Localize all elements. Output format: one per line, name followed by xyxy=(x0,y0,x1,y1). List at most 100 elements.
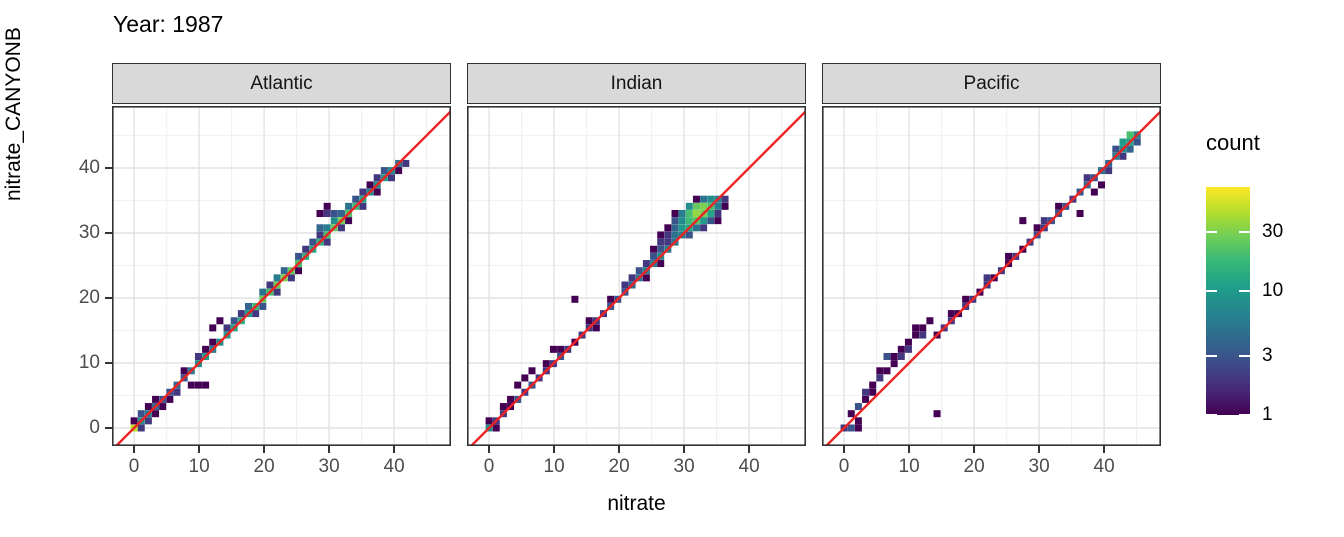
bin xyxy=(345,217,353,225)
bin xyxy=(671,217,679,225)
bin xyxy=(585,317,593,325)
bin xyxy=(323,202,331,210)
bin xyxy=(1098,181,1105,189)
x-tick-mark xyxy=(263,446,266,453)
bin xyxy=(876,374,884,382)
bin xyxy=(194,352,202,360)
x-tick-mark xyxy=(683,446,686,453)
bin xyxy=(847,410,855,418)
bin xyxy=(650,252,658,260)
bin xyxy=(657,245,665,253)
bin xyxy=(635,267,643,275)
bin xyxy=(890,352,898,360)
identity-line xyxy=(114,110,451,446)
bin xyxy=(1040,217,1048,225)
bin xyxy=(1112,145,1120,153)
y-tick-mark xyxy=(105,166,112,169)
bin xyxy=(130,417,138,425)
x-axis-title: nitrate xyxy=(607,492,666,515)
legend-gradient-bar xyxy=(1206,187,1250,415)
bin xyxy=(983,274,991,282)
bin xyxy=(947,310,955,318)
bin xyxy=(230,317,238,325)
bin xyxy=(245,302,252,310)
bin xyxy=(714,217,722,225)
bin xyxy=(678,217,686,225)
bin xyxy=(507,395,515,403)
bin xyxy=(137,410,145,418)
bin xyxy=(492,424,500,432)
x-tick-mark xyxy=(553,446,556,453)
bin xyxy=(890,360,898,368)
bin xyxy=(259,302,267,310)
y-tick-label: 40 xyxy=(78,156,100,178)
bin xyxy=(664,238,672,246)
y-tick-mark xyxy=(105,426,112,429)
facet-strip-pacific: Pacific xyxy=(822,63,1161,104)
bin xyxy=(592,324,600,332)
bin xyxy=(707,209,715,217)
bin xyxy=(152,410,160,418)
bin xyxy=(692,224,700,232)
bin xyxy=(302,245,310,253)
bin xyxy=(223,324,231,332)
bin xyxy=(692,195,700,203)
bin xyxy=(323,238,331,246)
bin xyxy=(323,224,331,232)
x-tick-mark xyxy=(973,446,976,453)
bin xyxy=(152,395,160,403)
bin xyxy=(273,288,281,296)
y-tick-mark xyxy=(105,361,112,364)
bin xyxy=(137,424,145,432)
bin xyxy=(144,403,152,411)
bin xyxy=(897,352,905,360)
bin xyxy=(1083,174,1091,182)
legend-tick-mark xyxy=(1206,231,1217,234)
bin xyxy=(373,188,381,196)
bin xyxy=(388,174,395,182)
facet-panel-pacific xyxy=(822,106,1161,446)
bin xyxy=(926,317,934,325)
legend-tick-mark xyxy=(1239,355,1250,358)
bin xyxy=(159,403,167,411)
bin xyxy=(359,202,367,210)
facet-strip-indian: Indian xyxy=(467,63,806,104)
bin xyxy=(187,381,195,389)
x-tick-mark xyxy=(1103,446,1106,453)
bin xyxy=(685,217,693,225)
bin xyxy=(657,238,665,246)
x-tick-mark xyxy=(393,446,396,453)
bin xyxy=(1119,152,1127,160)
plot-title: Year: 1987 xyxy=(113,11,224,37)
x-tick-mark xyxy=(488,446,491,453)
bin xyxy=(202,381,210,389)
bin xyxy=(1055,202,1063,210)
bin xyxy=(862,395,870,403)
bin xyxy=(323,209,331,217)
legend-tick-mark xyxy=(1206,290,1217,293)
bin xyxy=(180,367,188,375)
x-tick-label: 30 xyxy=(673,456,695,477)
bin xyxy=(854,417,862,425)
bin xyxy=(1105,167,1113,175)
bin xyxy=(912,331,920,339)
bin xyxy=(700,202,708,210)
bin xyxy=(549,345,557,353)
bin xyxy=(671,231,679,239)
bin xyxy=(209,338,217,346)
bin xyxy=(1126,145,1134,153)
bin xyxy=(869,388,877,396)
bin xyxy=(685,202,693,210)
legend-tick-label: 3 xyxy=(1262,345,1273,367)
bin xyxy=(1090,188,1098,196)
bin xyxy=(202,345,210,353)
bin xyxy=(607,295,615,303)
bin xyxy=(295,252,303,260)
bin xyxy=(173,388,181,396)
x-tick-mark xyxy=(198,446,201,453)
x-tick-label: 20 xyxy=(608,456,630,477)
bin xyxy=(521,374,529,382)
legend-tick-mark xyxy=(1239,231,1250,234)
bin xyxy=(847,424,855,432)
y-tick-mark xyxy=(105,296,112,299)
